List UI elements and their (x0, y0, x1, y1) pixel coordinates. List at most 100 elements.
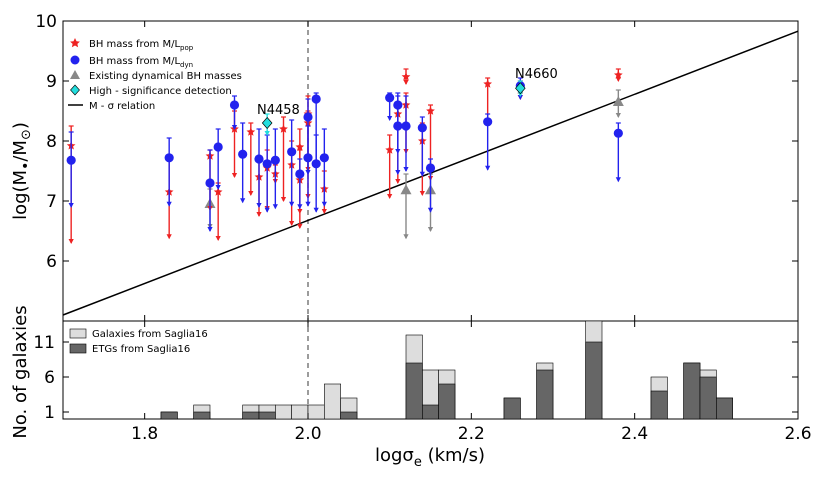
star-point-21 (426, 106, 435, 115)
legend-circle-icon (70, 55, 80, 65)
galaxies-bar-7 (275, 404, 292, 420)
circle-point-10 (295, 169, 305, 179)
star-point-3-arrow (215, 236, 221, 241)
main-ytick-label-3: 9 (46, 72, 57, 92)
etgs-bar-6 (258, 411, 276, 420)
galaxies-bar-10 (324, 383, 341, 420)
xtick-label-1: 2.0 (294, 424, 321, 444)
legend-label-existing: Existing dynamical BH masses (89, 71, 242, 82)
main-ytick-label-1: 7 (46, 192, 57, 212)
circle-point-5-arrow (240, 198, 246, 204)
legend-label-high-sig: High - significance detection (89, 86, 232, 97)
star-point-24-arrow (615, 77, 621, 82)
axis-ticks: 6 7 8 9 10 1 6 11 1.8 2.0 2.2 2.4 2.6 (33, 12, 811, 444)
star-point-19-arrow (403, 80, 409, 85)
legend-label-m-sigma: M - σ relation (89, 101, 155, 112)
circle-point-2-arrow (207, 227, 213, 232)
legend-label-etgs: ETGs from Saglia16 (92, 344, 190, 355)
star-point-16-arrow (387, 194, 393, 199)
legend-diamond-icon (70, 84, 80, 96)
circle-point-21 (425, 163, 436, 173)
star-point-15-arrow (321, 209, 327, 214)
star-point-20-arrow (419, 191, 425, 196)
etgs-bar-23 (536, 369, 554, 420)
circle-point-22 (483, 117, 493, 127)
star-point-5 (246, 127, 256, 136)
galaxies-bar-8 (291, 404, 309, 420)
star-point-24 (614, 70, 623, 79)
etgs-bar-26 (585, 341, 603, 420)
circle-point-10-arrow (297, 204, 303, 210)
circle-point-9 (287, 147, 297, 157)
etgs-bar-34 (716, 397, 733, 420)
star-point-11-arrow (297, 224, 303, 229)
star-point-4-arrow (231, 173, 238, 178)
circle-point-24 (613, 128, 623, 138)
circle-point-8 (270, 155, 280, 165)
circle-point-6 (254, 154, 264, 164)
xtick-label-3: 2.4 (621, 424, 648, 444)
main-ytick-label-2: 8 (46, 132, 57, 152)
xtick-label-0: 1.8 (131, 424, 158, 444)
circle-point-14 (311, 159, 321, 169)
star-point-22 (483, 79, 492, 88)
etgs-bar-32 (683, 362, 701, 420)
galaxies-bar-9 (307, 404, 325, 420)
circle-point-1-arrow (166, 201, 172, 207)
circle-point-2 (205, 178, 215, 188)
etgs-bar-5 (242, 411, 260, 420)
star-point-10-arrow (289, 221, 295, 226)
etgs-bar-21 (503, 397, 521, 420)
circle-point-12 (303, 153, 313, 163)
star-point-0-arrow (68, 239, 74, 244)
circle-point-1 (164, 153, 174, 163)
circle-point-6-arrow (256, 203, 262, 208)
star-point-9-arrow (280, 197, 287, 202)
legend-label-galaxies: Galaxies from Saglia16 (92, 329, 208, 340)
triangle-point-1 (400, 184, 412, 195)
legend-swatch-galaxies (69, 328, 87, 339)
main-marks (62, 21, 799, 419)
circle-point-12-arrow (305, 201, 311, 207)
hist-legend: Galaxies from Saglia16 ETGs from Saglia1… (69, 328, 208, 355)
main-ytick-label-4: 10 (35, 12, 57, 32)
circle-point-24-arrow (615, 177, 621, 183)
xtick-label-2: 2.2 (458, 424, 485, 444)
legend-swatch-etgs (69, 343, 87, 354)
circle-point-7 (262, 159, 272, 169)
legend-star-icon (70, 38, 80, 48)
etgs-bar-16 (422, 404, 439, 420)
circle-point-22-arrow (485, 165, 491, 171)
etgs-bar-17 (438, 383, 456, 420)
circle-point-0 (66, 155, 76, 165)
circle-point-16-arrow (387, 116, 393, 121)
main-ytick-label-0: 6 (46, 252, 57, 272)
hist-ytick-label-2: 11 (33, 333, 55, 353)
circle-point-4-arrow (231, 125, 238, 130)
star-point-3 (213, 187, 223, 196)
main-legend: BH mass from M/Lpop BH mass from M/Ldyn … (68, 38, 242, 112)
circle-point-23-arrow (517, 95, 523, 100)
star-point-9 (279, 124, 288, 133)
etgs-bar-15 (405, 362, 423, 420)
star-point-19 (401, 72, 411, 81)
diamond-point-0-arrow (264, 131, 270, 136)
circle-point-3 (213, 142, 223, 152)
hist-marks (160, 320, 733, 420)
circle-point-13 (311, 94, 321, 104)
circle-point-21-arrow (427, 207, 434, 213)
etgs-bar-30 (650, 390, 668, 420)
circle-point-16 (385, 93, 395, 103)
etgs-bar-2 (193, 411, 211, 420)
circle-point-20-arrow (419, 171, 425, 177)
circle-point-3-arrow (215, 185, 221, 190)
legend-label-dyn: BH mass from M/Ldyn (89, 56, 193, 69)
diamond-point-1-arrow (517, 92, 523, 97)
legend-triangle-icon (70, 70, 80, 79)
legend-label-pop: BH mass from M/Lpop (89, 39, 194, 52)
etgs-bar-33 (699, 376, 717, 420)
circle-point-8-arrow (272, 204, 278, 210)
circle-point-0-arrow (68, 203, 74, 208)
circle-point-20 (417, 123, 427, 133)
